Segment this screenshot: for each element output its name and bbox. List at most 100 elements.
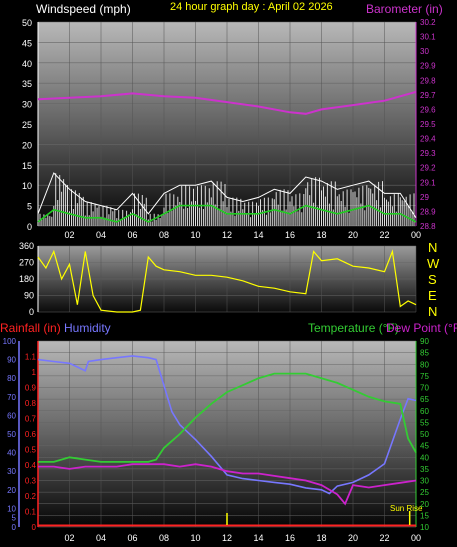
temperature-tick-label: 20 — [420, 500, 429, 509]
humidity-x-tick-label: 16 — [285, 533, 295, 543]
temperature-tick-label: 55 — [420, 418, 429, 427]
humidity-x-tick-label: 08 — [159, 533, 169, 543]
wind-x-tick-label: 22 — [379, 230, 389, 240]
temperature-tick-label: 40 — [420, 453, 429, 462]
humidity-x-tick-label: 12 — [222, 533, 232, 543]
direction-tick-label: 270 — [19, 258, 34, 268]
rainfall-tick-label: 0.6 — [25, 430, 37, 439]
barometer-tick-label: 29 — [420, 193, 429, 202]
temperature-tick-label: 35 — [420, 465, 429, 474]
temperature-tick-label: 75 — [420, 372, 429, 381]
direction-tick-label: 180 — [19, 274, 34, 284]
barometer-tick-label: 29.6 — [420, 105, 436, 114]
rainfall-tick-label: 0.3 — [25, 477, 37, 486]
humidity-tick-label: 10 — [7, 504, 16, 513]
wind-tick-label: 30 — [22, 100, 32, 110]
wind-tick-label: 35 — [22, 79, 32, 89]
rainfall-tick-label: 0.4 — [25, 461, 37, 470]
humidity-tick-label: 80 — [7, 374, 16, 383]
rainfall-tick-label: 0.1 — [25, 508, 37, 517]
barometer-tick-label: 29.7 — [420, 91, 436, 100]
barometer-tick-label: 29.8 — [420, 76, 436, 85]
barometer-tick-label: 29.3 — [420, 149, 436, 158]
rainfall-tick-label: 0.2 — [25, 492, 37, 501]
humidity-x-tick-label: 20 — [348, 533, 358, 543]
wind-axis-title: Windspeed (mph) — [36, 2, 131, 16]
temperature-tick-label: 60 — [420, 407, 429, 416]
rainfall-axis-title: Rainfall (in) — [0, 321, 61, 335]
compass-w: W — [427, 256, 440, 271]
wind-x-tick-label: 02 — [64, 230, 74, 240]
compass-n-bottom: N — [428, 304, 437, 319]
wind-x-tick-label: 12 — [222, 230, 232, 240]
wind-gust-line — [37, 172, 417, 219]
humidity-x-tick-label: 14 — [253, 533, 263, 543]
wind-x-tick-label: 08 — [159, 230, 169, 240]
humidity-series — [37, 355, 417, 495]
temperature-axis-title: Temperature (°F) — [308, 321, 399, 335]
rainfall-tick-label: 1 — [32, 368, 37, 377]
humidity-tick-label: 50 — [7, 430, 16, 439]
wind-tick-label: 10 — [22, 181, 32, 191]
rainfall-tick-label: 0.8 — [25, 399, 37, 408]
humidity-tick-label: 60 — [7, 411, 16, 420]
wind-tick-label: 25 — [22, 120, 32, 130]
temperature-tick-label: 85 — [420, 349, 429, 358]
humidity-tick-label: 90 — [7, 356, 16, 365]
humidity-axis-title: Humidity — [64, 321, 111, 335]
temperature-tick-label: 90 — [420, 337, 429, 346]
temperature-tick-label: 80 — [420, 360, 429, 369]
barometer-tick-label: 29.1 — [420, 178, 436, 187]
dewpoint-series — [38, 463, 417, 506]
wind-x-tick-label: 16 — [285, 230, 295, 240]
wind-tick-label: 0 — [27, 222, 32, 232]
compass-e: E — [428, 288, 437, 303]
humidity-tick-label: 20 — [7, 486, 16, 495]
rainfall-tick-label: 1.1 — [25, 353, 37, 362]
barometer-series — [37, 90, 417, 115]
temperature-tick-label: 65 — [420, 395, 429, 404]
temperature-series — [38, 372, 417, 463]
direction-tick-label: 360 — [19, 241, 34, 251]
humidity-x-tick-label: 10 — [190, 533, 200, 543]
barometer-axis-title: Barometer (in) — [366, 2, 443, 16]
rainfall-tick-label: 0.9 — [25, 384, 37, 393]
wind-direction-series — [37, 249, 417, 313]
wind-tick-label: 15 — [22, 161, 32, 171]
humidity-x-tick-label: 02 — [64, 533, 74, 543]
compass-n-top: N — [428, 240, 437, 255]
humidity-x-tick-label: 22 — [379, 533, 389, 543]
humidity-tick-label: 0 — [12, 523, 17, 532]
barometer-tick-label: 29.5 — [420, 120, 436, 129]
barometer-tick-label: 30.1 — [420, 33, 436, 42]
series-lines — [37, 90, 417, 527]
humidity-tick-label: 100 — [3, 337, 17, 346]
wind-tick-label: 20 — [22, 140, 32, 150]
barometer-tick-label: 28.9 — [420, 207, 436, 216]
humidity-tick-label: 30 — [7, 467, 16, 476]
barometer-tick-label: 29.4 — [420, 135, 436, 144]
humidity-tick-label: 70 — [7, 393, 16, 402]
compass-s: S — [428, 272, 437, 287]
rainfall-tick-label: 0.7 — [25, 415, 37, 424]
wind-x-tick-label: 10 — [190, 230, 200, 240]
direction-tick-label: 0 — [29, 307, 34, 317]
temperature-tick-label: 30 — [420, 477, 429, 486]
humidity-tick-label: 40 — [7, 449, 16, 458]
temperature-tick-label: 70 — [420, 384, 429, 393]
direction-tick-label: 90 — [24, 291, 34, 301]
wind-tick-label: 45 — [22, 38, 32, 48]
humidity-x-tick-label: 04 — [96, 533, 106, 543]
temperature-tick-label: 15 — [420, 511, 429, 520]
barometer-tick-label: 29.9 — [420, 62, 436, 71]
axes: 0510152025303540455028.828.92929.129.229… — [3, 18, 436, 543]
barometer-tick-label: 28.8 — [420, 222, 436, 231]
sunrise-label: Sun Rise — [390, 504, 423, 513]
date-title: 24 hour graph day : April 02 2026 — [170, 1, 333, 13]
temperature-tick-label: 50 — [420, 430, 429, 439]
wind-x-tick-label: 20 — [348, 230, 358, 240]
rainfall-tick-label: 0.5 — [25, 446, 37, 455]
dewpoint-axis-title: Dew Point (°F) — [386, 321, 457, 335]
wind-x-tick-label: 18 — [316, 230, 326, 240]
